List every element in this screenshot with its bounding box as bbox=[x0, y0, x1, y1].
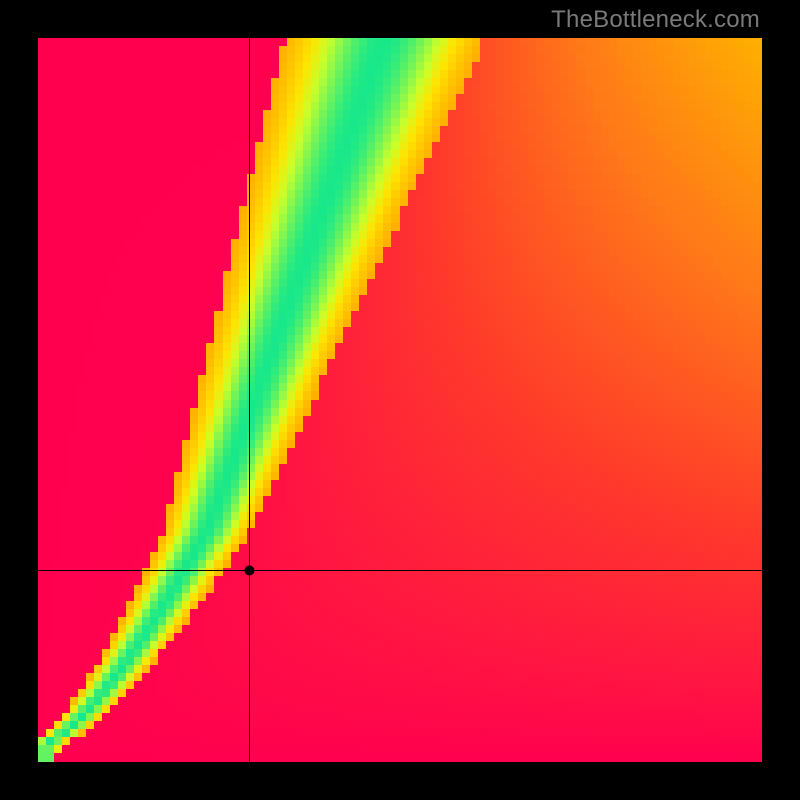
heatmap-plot bbox=[38, 38, 762, 762]
heatmap-canvas bbox=[38, 38, 762, 762]
watermark-text: TheBottleneck.com bbox=[551, 6, 760, 34]
